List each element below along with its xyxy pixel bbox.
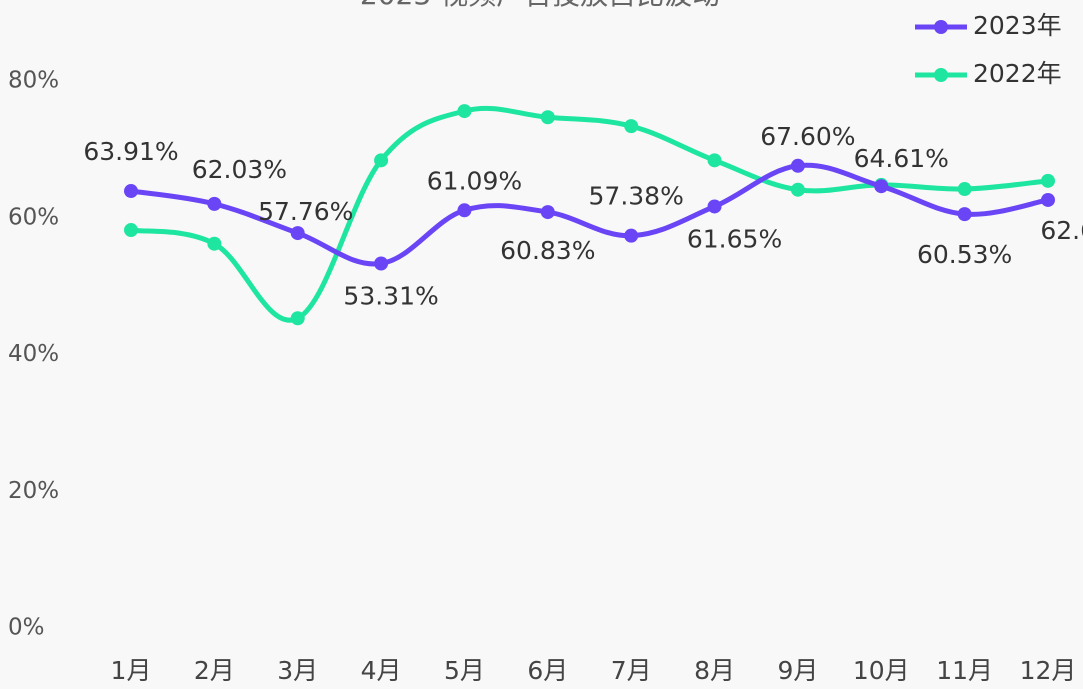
- data-point: [290, 226, 305, 241]
- data-point: [1041, 173, 1055, 188]
- y-tick-label: 20%: [8, 478, 59, 504]
- data-label: 57.38%: [589, 182, 684, 211]
- data-point: [957, 182, 972, 197]
- x-tick-label: 1月: [111, 656, 152, 685]
- x-tick-label: 12月: [1020, 656, 1077, 685]
- data-point: [207, 236, 222, 251]
- x-tick-label: 2月: [194, 656, 235, 685]
- data-label: 67.60%: [760, 122, 855, 151]
- data-point: [1041, 192, 1055, 207]
- data-point: [957, 207, 972, 222]
- y-tick-label: 80%: [8, 68, 59, 94]
- data-point: [124, 184, 138, 199]
- chart-title: 2023 视频广告投放占比波动: [360, 0, 720, 11]
- data-label: 61.09%: [427, 166, 522, 195]
- y-tick-label: 0%: [8, 615, 45, 641]
- series-line: [130, 162, 1049, 267]
- x-tick-label: 7月: [611, 656, 652, 685]
- data-point: [624, 228, 639, 243]
- data-point: [790, 158, 805, 173]
- x-tick-label: 6月: [527, 656, 568, 685]
- data-point: [207, 196, 222, 211]
- x-tick-label: 4月: [361, 656, 402, 685]
- x-tick-label: 8月: [694, 656, 735, 685]
- data-label: 53.31%: [343, 281, 438, 310]
- x-tick-label: 10月: [853, 656, 910, 685]
- data-point: [374, 256, 389, 271]
- x-tick-label: 5月: [444, 656, 485, 685]
- data-label: 62.60%: [1040, 216, 1083, 245]
- data-label: 60.53%: [917, 240, 1012, 269]
- x-tick-label: 3月: [277, 656, 318, 685]
- legend-label: 2023年: [973, 11, 1062, 40]
- data-point: [790, 182, 805, 197]
- data-label: 60.83%: [500, 236, 595, 265]
- y-tick-label: 40%: [8, 341, 59, 367]
- data-point: [874, 179, 889, 194]
- data-point: [290, 311, 305, 326]
- x-tick-label: 11月: [936, 656, 993, 685]
- data-point: [457, 104, 472, 119]
- data-label: 64.61%: [854, 144, 949, 173]
- data-point: [624, 119, 639, 134]
- data-point: [124, 223, 138, 238]
- data-point: [540, 205, 555, 220]
- legend-label: 2022年: [973, 59, 1062, 88]
- data-label: 61.65%: [687, 224, 782, 253]
- data-point: [374, 153, 389, 168]
- x-tick-label: 9月: [777, 656, 818, 685]
- y-tick-label: 60%: [8, 204, 59, 230]
- data-point: [457, 203, 472, 218]
- data-label: 57.76%: [258, 197, 353, 226]
- data-point: [707, 153, 722, 168]
- data-label: 62.03%: [192, 155, 287, 184]
- data-point: [540, 110, 555, 125]
- data-point: [707, 199, 722, 214]
- data-label: 63.91%: [83, 137, 178, 166]
- legend-marker: [934, 20, 948, 34]
- legend-marker: [934, 68, 948, 82]
